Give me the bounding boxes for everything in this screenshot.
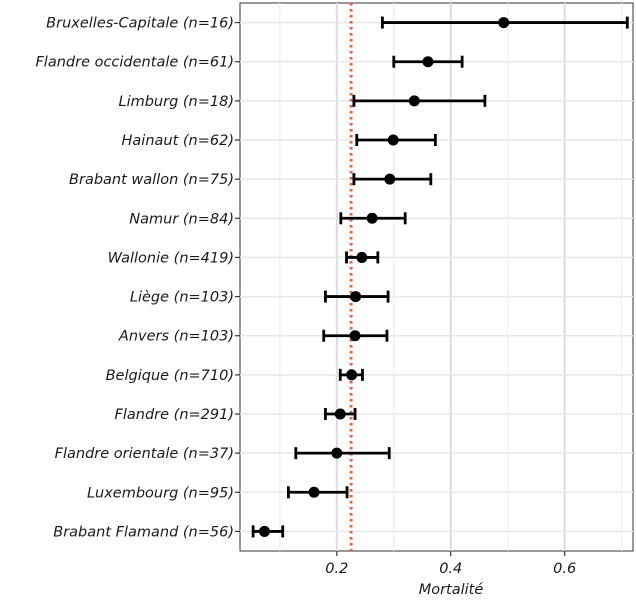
data-point: [356, 252, 367, 263]
data-point: [346, 369, 357, 380]
data-point: [331, 448, 342, 459]
data-point: [388, 135, 399, 146]
y-tick-label: Flandre occidentale (n=61): [35, 55, 234, 71]
data-point: [350, 330, 361, 341]
x-axis: 0.2 0.4 0.6: [325, 551, 576, 577]
data-point: [259, 526, 270, 537]
x-tick-label: 0.4: [439, 561, 462, 577]
y-tick-label: Luxembourg (n=95): [87, 485, 234, 501]
y-tick-label: Flandre orientale (n=37): [55, 446, 234, 462]
data-point: [384, 174, 395, 185]
y-tick-label: Brabant Flamand (n=56): [53, 524, 234, 540]
x-tick-label: 0.2: [325, 561, 348, 577]
y-tick-label: Liège (n=103): [130, 290, 234, 306]
y-tick-label: Bruxelles-Capitale (n=16): [46, 16, 234, 32]
y-tick-label: Namur (n=84): [129, 211, 234, 227]
y-axis: Bruxelles-Capitale (n=16) Flandre occiden…: [35, 16, 240, 541]
panel-border: [240, 3, 633, 551]
data-point: [422, 56, 433, 67]
data-point: [409, 95, 420, 106]
data-point: [309, 487, 320, 498]
x-axis-title: Mortalité: [419, 582, 484, 598]
y-tick-label: Flandre (n=291): [115, 407, 234, 423]
y-tick-label: Anvers (n=103): [118, 329, 234, 345]
y-tick-label: Belgique (n=710): [106, 368, 234, 384]
data-point: [335, 409, 346, 420]
data-point: [367, 213, 378, 224]
data-point: [498, 17, 509, 28]
y-tick-label: Hainaut (n=62): [122, 133, 234, 149]
y-tick-label: Brabant wallon (n=75): [69, 172, 234, 188]
y-tick-label: Limburg (n=18): [118, 94, 234, 110]
y-tick-label: Wallonie (n=419): [108, 250, 234, 266]
x-tick-label: 0.6: [553, 561, 576, 577]
data-point: [350, 291, 361, 302]
